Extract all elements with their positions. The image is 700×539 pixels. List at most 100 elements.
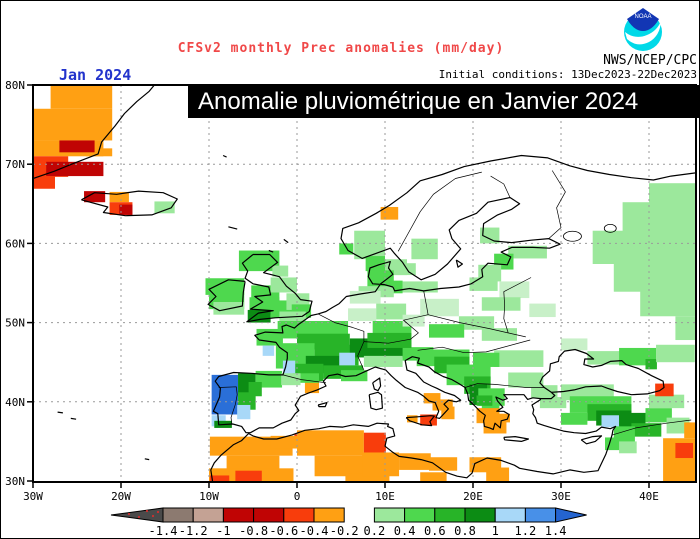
anomaly-cell	[649, 183, 696, 204]
anomaly-cell	[46, 161, 104, 177]
anomaly-cell	[486, 467, 510, 481]
colorbar-tick-label: -0.6	[269, 524, 298, 538]
colorbar-tick-label: -1.4	[149, 524, 178, 538]
country-border-path	[611, 419, 692, 436]
anomaly-cell	[154, 201, 175, 214]
lon-tick-label: 10E	[375, 490, 395, 503]
anomaly-cell	[645, 408, 672, 423]
anomaly-cell	[402, 281, 438, 293]
coastline-path	[283, 238, 289, 244]
anomaly-cell	[304, 382, 319, 394]
anomaly-cell	[613, 262, 696, 292]
colorbar-segment	[192, 507, 224, 523]
stipple-dot	[145, 509, 149, 513]
anomaly-cell	[256, 328, 283, 346]
anomaly-cell	[238, 250, 280, 272]
anomaly-cell	[494, 350, 544, 367]
colorbar-segment	[464, 507, 496, 523]
lat-tick-label: 40N	[5, 396, 25, 409]
anomaly-cell	[441, 406, 455, 420]
anomaly-cell	[420, 298, 459, 317]
lake-ladoga-outline	[563, 230, 582, 242]
colorbar-segment	[162, 507, 194, 523]
stipple-dot	[127, 512, 131, 516]
colorbar-tick-label: -1.2	[179, 524, 208, 538]
lon-tick-label: 30W	[23, 490, 43, 503]
anomaly-cell	[314, 455, 377, 477]
lon-tick-label: 40E	[639, 490, 659, 503]
anomaly-cell	[432, 399, 453, 411]
figure-title: CFSv2 monthly Prec anomalies (mm/day)	[177, 41, 505, 56]
colorbar-segment	[404, 507, 436, 523]
anomaly-cell	[363, 355, 403, 367]
coastline-path	[317, 402, 328, 408]
lat-tick-label: 60N	[5, 237, 25, 250]
coastline-path	[455, 259, 463, 268]
coastline-path	[144, 458, 150, 461]
colorbar-tick-label: -0.8	[239, 524, 268, 538]
anomaly-cell	[235, 470, 262, 481]
lat-tick-label: 30N	[5, 475, 25, 488]
anomaly-cell	[345, 473, 390, 482]
colorbar-segment	[434, 507, 466, 523]
coastline-path	[222, 154, 227, 158]
country-border-path	[357, 341, 365, 371]
coastline-path	[207, 279, 246, 312]
anomaly-cell	[292, 373, 319, 383]
colorbar-tick-label: 0.8	[454, 524, 476, 538]
lon-tick-label: 10W	[199, 490, 219, 503]
anomaly-cell	[429, 324, 465, 338]
country-border-path	[282, 374, 327, 384]
coastline-path	[503, 436, 529, 442]
colorbar: -1.4 -1.2 -1 -0.8 -0.6 -0.4 -0.2 0.2 0.4 0.6 0.8 1 1…	[110, 507, 587, 538]
anomaly-cell	[666, 417, 690, 434]
forecast-month-label: Jan 2024	[59, 66, 132, 84]
banner-overlay: Anomalie pluviométrique en Janvier 2024	[188, 85, 699, 118]
initial-conditions-label: Initial conditions: 13Dec2023-22Dec2023	[438, 68, 697, 81]
colorbar-segment	[524, 507, 557, 523]
anomaly-cell	[531, 385, 558, 398]
anomaly-cell	[402, 314, 425, 327]
colorbar-tick-label: -0.2	[330, 524, 359, 538]
colorbar-tick-label: 0.6	[424, 524, 446, 538]
anomaly-cell	[362, 452, 400, 477]
anomaly-cell	[262, 345, 275, 356]
anomaly-cell	[458, 316, 495, 330]
anomaly-cell	[237, 404, 251, 420]
lon-tick-label: 20W	[111, 490, 131, 503]
banner-text: Anomalie pluviométrique en Janvier 2024	[198, 88, 639, 115]
anomaly-cell	[508, 372, 544, 388]
country-border-path	[317, 313, 365, 342]
anomaly-cell	[119, 204, 133, 215]
noaa-logo-text: NOAA	[634, 14, 651, 20]
coastline-path	[212, 154, 696, 434]
country-border-path	[218, 386, 238, 425]
anomaly-cell	[272, 265, 289, 277]
colorbar-tick-label: 1.4	[545, 524, 567, 538]
lon-tick-label: 0	[294, 490, 301, 503]
noaa-logo: NOAA	[624, 8, 662, 51]
anomaly-cell	[59, 140, 95, 153]
anomaly-cell	[529, 303, 556, 318]
anomaly-cell	[619, 441, 637, 454]
anomaly-cell	[297, 430, 364, 456]
coastline-path	[580, 435, 603, 445]
anomaly-cell	[367, 332, 412, 348]
colorbar-tick-label: 0.2	[364, 524, 386, 538]
anomaly-cell	[675, 442, 693, 459]
coastline-path	[33, 85, 155, 180]
anomaly-cell	[84, 191, 106, 203]
anomaly-cell	[481, 297, 521, 311]
coastline-path	[57, 411, 63, 414]
coastline-path	[268, 249, 274, 253]
anomaly-cell	[622, 202, 696, 234]
anomaly-cell	[649, 394, 685, 409]
anomaly-cell	[270, 277, 297, 293]
anomaly-cell	[631, 423, 662, 437]
colorbar-segment	[253, 507, 285, 523]
country-border-path	[397, 171, 482, 252]
colorbar-tick-label: -1	[216, 524, 230, 538]
anomaly-cell	[675, 316, 696, 341]
lat-tick-label: 80N	[5, 79, 25, 92]
